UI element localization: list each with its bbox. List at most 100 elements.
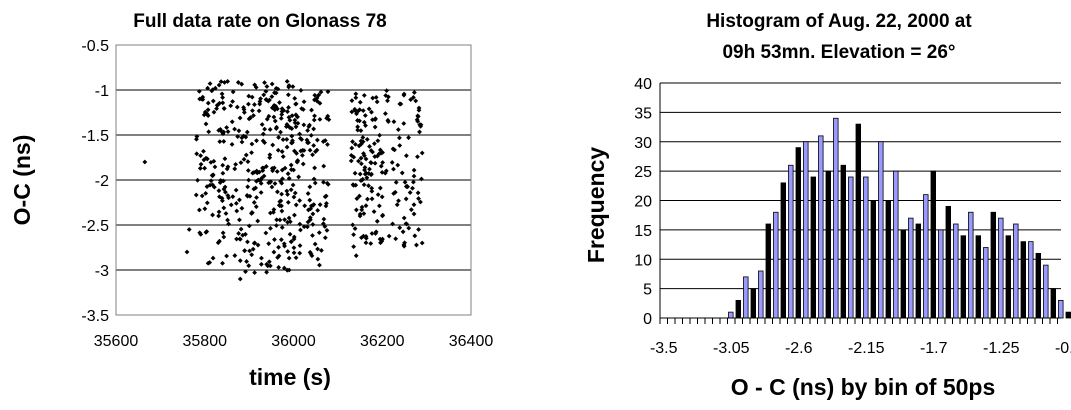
scatter-point	[279, 203, 284, 209]
scatter-point	[380, 213, 385, 219]
scatter-point	[372, 124, 378, 130]
scatter-point	[277, 217, 283, 223]
scatter-x-tick-label: 36400	[449, 333, 494, 350]
scatter-point	[412, 233, 418, 239]
scatter-point	[369, 185, 375, 191]
scatter-point	[230, 194, 236, 200]
scatter-point	[418, 199, 423, 205]
scatter-point	[379, 194, 385, 200]
scatter-point	[358, 155, 364, 161]
scatter-point	[239, 205, 245, 211]
scatter-point	[273, 103, 279, 109]
histogram-bar	[1058, 299, 1064, 319]
scatter-point	[361, 92, 367, 98]
scatter-point	[293, 202, 299, 208]
scatter-point	[276, 135, 281, 140]
scatter-point	[367, 166, 372, 172]
scatter-point	[260, 131, 266, 137]
scatter-point	[390, 221, 396, 227]
scatter-point	[204, 229, 210, 234]
scatter-point	[243, 231, 248, 237]
scatter-point	[239, 81, 245, 87]
scatter-y-tick-label: -1.5	[81, 128, 109, 145]
scatter-point	[380, 160, 386, 165]
scatter-point	[205, 113, 211, 118]
scatter-point	[243, 152, 249, 158]
histogram-x-tick-label: -1.25	[983, 340, 1020, 357]
scatter-point	[364, 175, 370, 181]
scatter-point	[416, 227, 421, 232]
scatter-point	[373, 94, 379, 100]
scatter-point	[200, 94, 206, 100]
scatter-point	[279, 167, 285, 173]
scatter-point	[271, 249, 277, 255]
scatter-point	[279, 208, 285, 214]
scatter-point	[410, 185, 415, 191]
scatter-point	[312, 97, 317, 103]
scatter-point	[267, 127, 273, 132]
scatter-point	[219, 198, 225, 204]
scatter-point	[229, 119, 235, 125]
scatter-point	[224, 125, 230, 130]
histogram-y-tick-label: 40	[634, 76, 652, 93]
scatter-point	[184, 249, 190, 255]
scatter-point	[361, 119, 367, 125]
scatter-point	[289, 113, 295, 119]
histogram-bar	[863, 176, 869, 319]
scatter-point	[217, 194, 222, 200]
scatter-point	[372, 160, 378, 166]
scatter-point	[319, 248, 324, 253]
scatter-point	[351, 154, 357, 160]
scatter-point	[313, 149, 318, 154]
scatter-point	[374, 99, 380, 105]
histogram-y-ticks: 0 5 10 15 20 25 30 35 40	[634, 76, 652, 328]
scatter-point	[415, 190, 421, 196]
scatter-point	[269, 184, 275, 190]
histogram-bar	[750, 288, 756, 319]
scatter-point	[236, 231, 242, 236]
scatter-point	[311, 126, 317, 132]
scatter-point	[299, 106, 305, 111]
scatter-point	[246, 263, 252, 269]
scatter-point	[364, 136, 370, 142]
scatter-point	[232, 166, 238, 172]
scatter-x-axis-label: time (s)	[249, 364, 331, 390]
scatter-point	[214, 106, 219, 112]
scatter-point	[362, 167, 367, 173]
scatter-point	[216, 188, 222, 194]
scatter-point	[234, 104, 240, 110]
histogram-bar	[908, 217, 914, 319]
scatter-point	[315, 256, 321, 262]
histogram-x-tick-label: -3.5	[650, 340, 678, 357]
scatter-point	[263, 164, 269, 169]
scatter-point	[297, 198, 303, 203]
scatter-point	[267, 152, 273, 158]
histogram-bar	[803, 141, 809, 319]
scatter-point	[249, 150, 254, 156]
histogram-bar	[840, 164, 846, 319]
scatter-point	[223, 211, 229, 216]
scatter-point	[285, 199, 291, 205]
scatter-point	[410, 95, 416, 100]
scatter-point	[406, 135, 411, 141]
scatter-point	[378, 163, 384, 169]
histogram-x-tick-label: -2.15	[848, 340, 885, 357]
histogram-bar	[773, 211, 779, 319]
scatter-point	[233, 161, 239, 167]
histogram-bar	[1050, 288, 1056, 319]
scatter-point	[286, 83, 292, 88]
scatter-point	[371, 141, 377, 147]
scatter-point	[291, 167, 296, 173]
scatter-point	[264, 84, 270, 89]
scatter-point	[397, 101, 403, 107]
scatter-point	[216, 128, 222, 133]
scatter-point	[358, 161, 364, 167]
scatter-point	[403, 196, 409, 202]
scatter-point	[301, 99, 307, 105]
scatter-point	[274, 169, 280, 174]
scatter-point	[321, 179, 326, 185]
scatter-point	[250, 170, 256, 176]
scatter-point	[401, 243, 407, 249]
scatter-point	[226, 195, 231, 201]
scatter-point	[356, 193, 362, 199]
